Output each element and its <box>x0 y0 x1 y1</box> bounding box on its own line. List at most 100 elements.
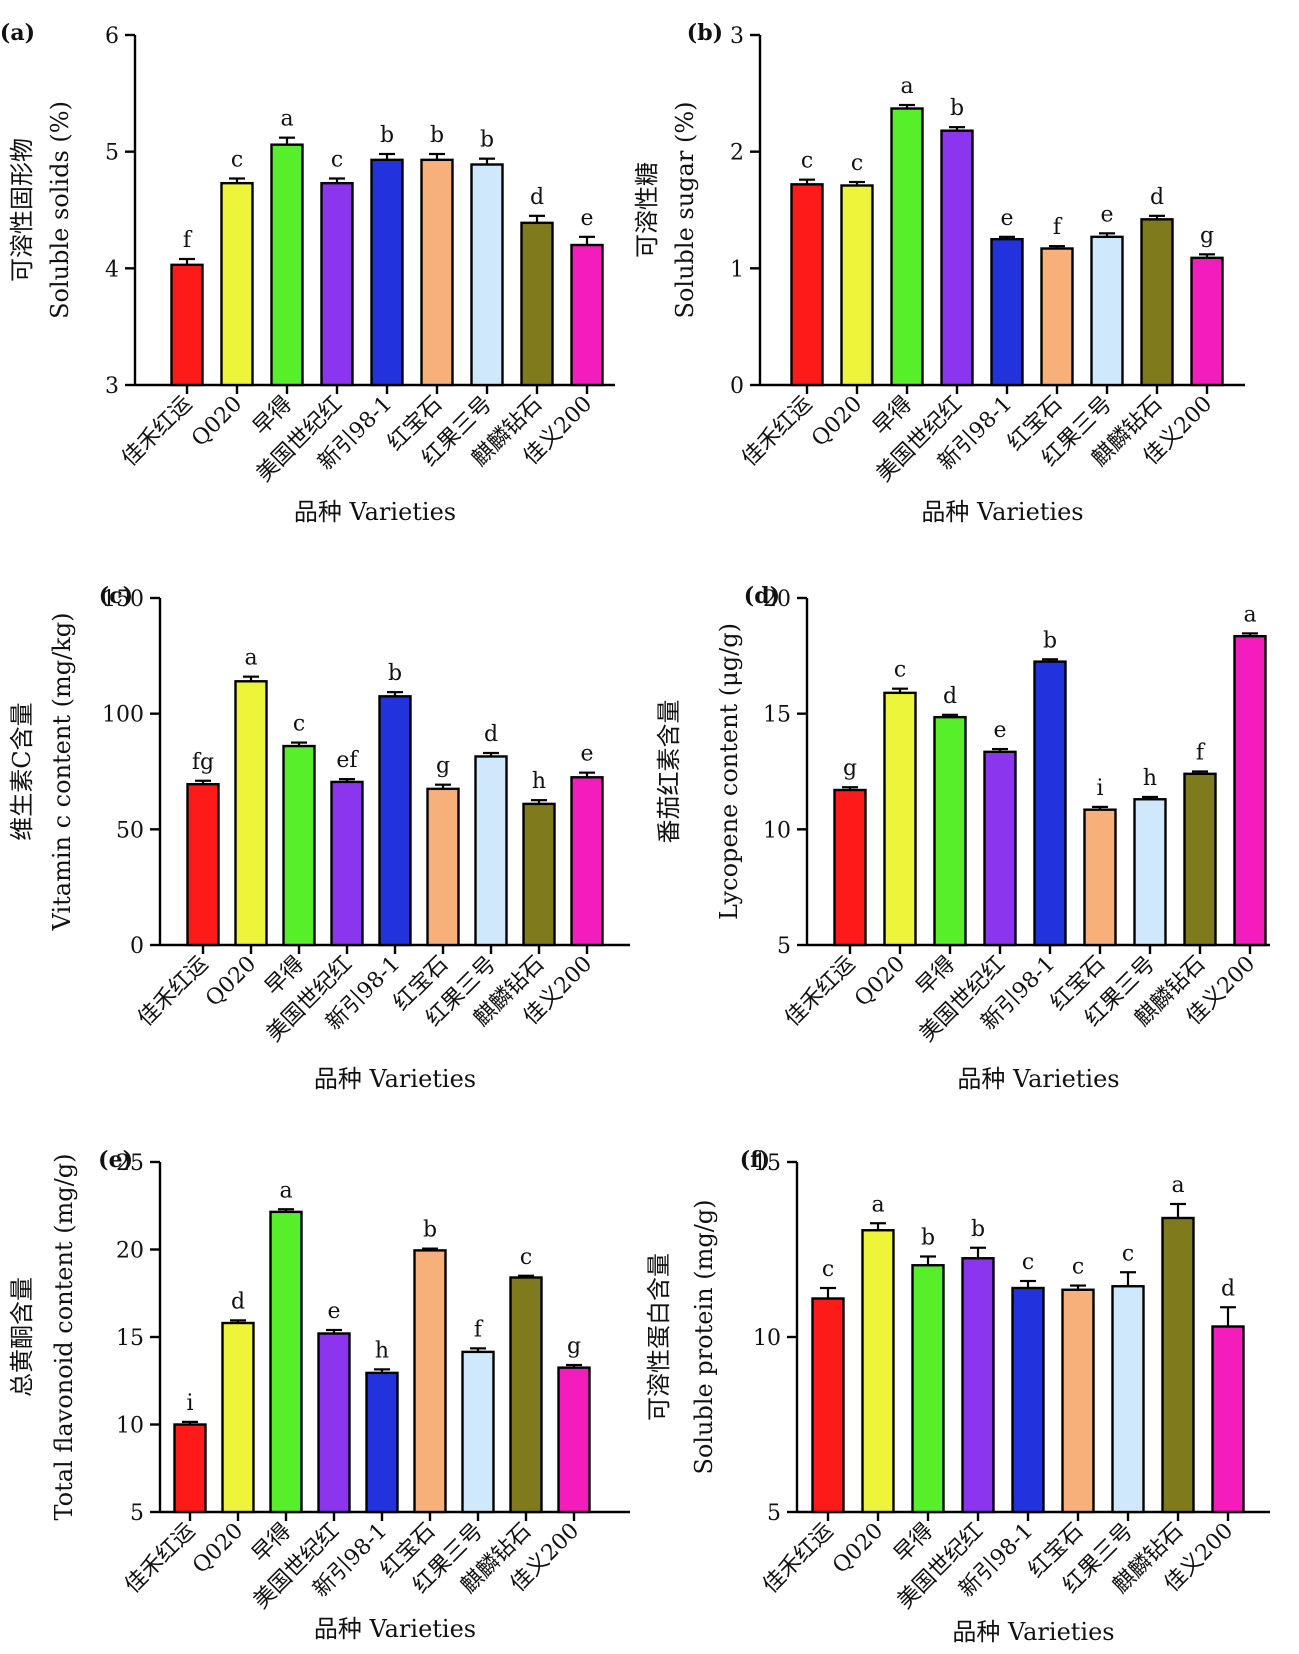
panel-d-bar <box>1083 808 1117 947</box>
panel-b-bar <box>1090 235 1124 387</box>
panel-b-sig-letter: b <box>950 96 964 121</box>
panel-c-sig-letter: ef <box>336 748 359 773</box>
panel-f-bar <box>961 1257 995 1514</box>
panel-a-ylabel-cn: 可溶性固形物 <box>8 138 36 282</box>
panel-b-sig-letter: e <box>1100 202 1113 227</box>
panel-b-sig-letter: a <box>900 74 913 99</box>
panel-f-sig-letter: b <box>921 1226 935 1251</box>
panel-e-y-tick-label: 25 <box>116 1151 144 1176</box>
panel-c-sig-letter: e <box>580 742 593 767</box>
panel-e-category-label: Q020 <box>188 1519 248 1579</box>
panel-c-category-label: Q020 <box>201 952 261 1012</box>
panel-d-sig-letter: h <box>1143 766 1157 791</box>
panel-a-sig-letter: d <box>530 185 544 210</box>
panel-b-bar <box>790 183 824 387</box>
panel-a-bar <box>370 158 404 387</box>
panel-c-ylabel-cn: 维生素C含量 <box>8 702 36 840</box>
panel-a-category-label: Q020 <box>187 392 247 452</box>
panel-d-category-label: Q020 <box>850 952 910 1012</box>
panel-d-bar <box>933 715 967 947</box>
panel-f-y-tick-label: 10 <box>753 1326 781 1351</box>
panel-c-bar <box>474 755 508 947</box>
panel-d-bar <box>1233 634 1267 947</box>
panel-c-sig-letter: h <box>532 769 546 794</box>
panel-d-sig-letter: f <box>1196 741 1206 766</box>
panel-c-bar <box>570 776 604 947</box>
panel-e-sig-letter: f <box>474 1317 484 1342</box>
panel-e-category-label: 佳禾红运 <box>120 1519 200 1599</box>
panel-f-bar <box>1111 1285 1145 1514</box>
panel-a-y-tick-label: 5 <box>105 141 119 166</box>
panel-c-bar <box>378 695 412 947</box>
panel-e-sig-letter: i <box>186 1391 193 1416</box>
panel-c-label: (c) <box>99 583 133 609</box>
panel-e-y-tick-label: 15 <box>116 1326 144 1351</box>
panel-e-label: (e) <box>98 1147 133 1173</box>
panel-a-bar <box>320 181 354 387</box>
panel-b-bar <box>1140 218 1174 387</box>
panel-d-bar <box>1183 772 1217 947</box>
panel-c-sig-letter: a <box>244 646 257 671</box>
panel-d-y-tick-label: 15 <box>763 703 791 728</box>
panel-e-sig-letter: g <box>567 1334 581 1359</box>
panel-a-sig-letter: c <box>331 148 343 173</box>
panel-d-category-label: 佳禾红运 <box>780 952 860 1032</box>
panel-b-sig-letter: d <box>1150 185 1164 210</box>
panel-d-sig-letter: a <box>1243 602 1256 627</box>
panel-c-y-tick-label: 150 <box>102 587 144 612</box>
panel-d-y-tick-label: 10 <box>763 818 791 843</box>
panel-d-sig-letter: i <box>1096 776 1103 801</box>
panel-e-bar <box>413 1249 447 1514</box>
panel-a-sig-letter: f <box>183 228 193 253</box>
panel-b-bar <box>890 107 924 387</box>
panel-a-sig-letter: a <box>280 107 293 132</box>
panel-c-y-tick-label: 50 <box>116 818 144 843</box>
panel-b-y-tick-label: 1 <box>730 257 744 282</box>
panel-d-bar <box>883 691 917 947</box>
panel-c-category-label: 佳禾红运 <box>133 952 213 1032</box>
panel-d-bar <box>983 750 1017 947</box>
panel-e-y-tick-label: 5 <box>130 1501 144 1526</box>
panel-f-sig-letter: a <box>871 1192 884 1217</box>
panel-a-y-tick-label: 6 <box>105 24 119 49</box>
panel-a-bar <box>420 158 454 387</box>
panel-d-ylabel-en: Lycopene content (μg/g) <box>715 623 743 920</box>
panel-b-category-label: Q020 <box>807 392 867 452</box>
panel-c-bar <box>330 780 364 947</box>
panel-c-bar <box>282 744 316 947</box>
panel-f-bar <box>1161 1216 1195 1514</box>
panel-f-sig-letter: c <box>1072 1255 1084 1280</box>
panel-a-y-tick-label: 3 <box>105 374 119 399</box>
panel-b-y-tick-label: 2 <box>730 141 744 166</box>
panel-b-xlabel: 品种 Varieties <box>921 498 1083 526</box>
panel-f-ylabel-en: Soluble protein (mg/g) <box>690 1199 718 1474</box>
panel-d-bar <box>1033 660 1067 947</box>
panel-f-ylabel-cn: 可溶性蛋白含量 <box>645 1253 673 1421</box>
panel-f-bar <box>811 1297 845 1514</box>
panel-f-category-label: Q020 <box>828 1519 888 1579</box>
panel-e-bar <box>221 1321 255 1514</box>
panel-f-sig-letter: c <box>822 1257 834 1282</box>
panel-f-y-tick-label: 5 <box>767 1501 781 1526</box>
panel-c-xlabel: 品种 Varieties <box>314 1065 476 1093</box>
panel-f-y-tick-label: 15 <box>753 1151 781 1176</box>
panel-d-bar <box>833 788 867 947</box>
panel-e-sig-letter: c <box>520 1245 532 1270</box>
panel-b-bar <box>940 129 974 387</box>
panel-c-sig-letter: g <box>436 754 450 779</box>
panel-a-bar <box>170 263 204 387</box>
panel-b-sig-letter: c <box>801 149 813 174</box>
panel-e-y-tick-label: 10 <box>116 1414 144 1439</box>
panel-e-bar <box>173 1423 207 1514</box>
panel-b-ylabel-cn: 可溶性糖 <box>633 162 661 258</box>
panel-a-category-label: 佳禾红运 <box>117 392 197 472</box>
panel-d-sig-letter: g <box>843 756 857 781</box>
panel-f-bar <box>1011 1286 1045 1514</box>
panel-c-sig-letter: c <box>293 712 305 737</box>
panel-a-ylabel-en: Soluble solids (%) <box>46 101 74 319</box>
panel-a-bar <box>270 143 304 387</box>
panel-f-sig-letter: c <box>1022 1250 1034 1275</box>
panel-b-category-label: 佳禾红运 <box>737 392 817 472</box>
panel-d-sig-letter: d <box>943 684 957 709</box>
panel-e-sig-letter: e <box>327 1299 340 1324</box>
